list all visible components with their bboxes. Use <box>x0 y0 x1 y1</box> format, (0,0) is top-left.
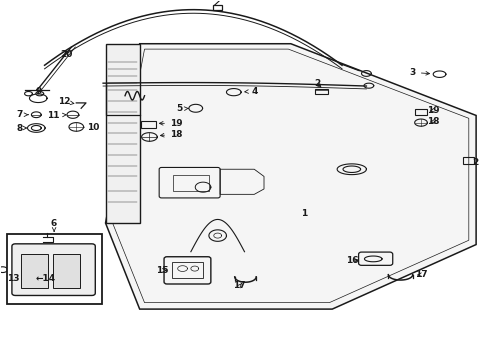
Text: 11: 11 <box>47 111 66 120</box>
Text: ←14: ←14 <box>36 274 56 283</box>
Bar <box>463 157 473 163</box>
Text: 2: 2 <box>472 158 478 167</box>
Text: 10: 10 <box>87 123 100 132</box>
Bar <box>7 264 13 275</box>
Text: 13: 13 <box>6 274 19 283</box>
Text: 19: 19 <box>159 119 182 128</box>
Polygon shape <box>105 44 140 223</box>
Bar <box>414 109 426 115</box>
Bar <box>6 234 102 304</box>
Bar <box>315 89 327 94</box>
FancyBboxPatch shape <box>12 244 95 296</box>
Text: 18: 18 <box>160 130 182 139</box>
Text: 9: 9 <box>35 86 41 95</box>
Text: 4: 4 <box>244 86 257 95</box>
Bar <box>53 253 80 288</box>
Text: 18: 18 <box>426 117 439 126</box>
Text: 1: 1 <box>300 209 306 218</box>
Text: 6: 6 <box>51 219 57 231</box>
Text: 12: 12 <box>58 97 74 106</box>
Text: 20: 20 <box>60 50 73 59</box>
Bar <box>21 253 48 288</box>
Text: 5: 5 <box>176 104 188 113</box>
Text: 15: 15 <box>156 266 168 275</box>
Text: 8: 8 <box>16 123 26 132</box>
Bar <box>22 268 28 279</box>
Bar <box>141 121 156 128</box>
Bar <box>172 175 209 191</box>
Polygon shape <box>112 49 468 303</box>
Bar <box>171 262 203 278</box>
Bar <box>213 5 222 9</box>
Text: 3: 3 <box>409 68 428 77</box>
Text: 17: 17 <box>414 270 427 279</box>
Text: 2: 2 <box>314 80 320 89</box>
Text: 19: 19 <box>426 106 439 115</box>
Text: 16: 16 <box>346 256 358 265</box>
Text: 7: 7 <box>16 110 28 119</box>
Text: 17: 17 <box>233 281 245 290</box>
Polygon shape <box>105 44 475 309</box>
